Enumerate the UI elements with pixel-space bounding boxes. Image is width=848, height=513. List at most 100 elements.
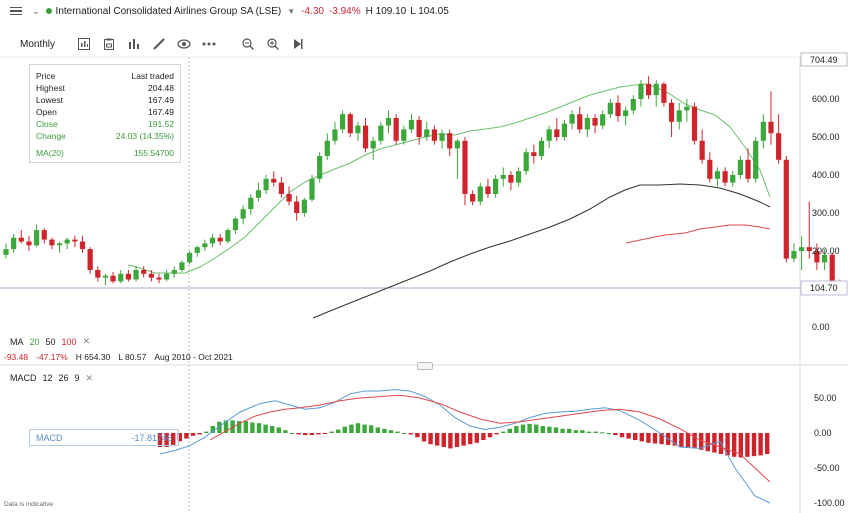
macd-histogram-bar (342, 426, 347, 433)
candle-body (554, 129, 560, 137)
macd-histogram-bar (402, 433, 407, 434)
lowest-value: 167.49 (148, 95, 174, 105)
macd-signal-line (209, 394, 771, 483)
candle-body (515, 171, 522, 183)
macd-slow[interactable]: 26 (58, 373, 69, 383)
macd-histogram-bar (303, 433, 308, 436)
range-low: L 80.57 (118, 352, 147, 362)
eye-icon[interactable] (171, 34, 196, 54)
indicator-icon[interactable] (121, 34, 146, 54)
macd-histogram-bar (527, 423, 532, 433)
macd-info-panel: MACD -17.81746 (29, 429, 179, 446)
macd-histogram-bar (619, 433, 625, 438)
day-high: H 109.10 (365, 5, 407, 17)
macd-histogram-bar (745, 433, 750, 457)
candle-body (569, 114, 575, 124)
macd-signal[interactable]: 9 (74, 373, 80, 383)
template-icon[interactable] (96, 34, 121, 54)
zoom-out-icon[interactable] (235, 34, 260, 54)
candle-body (3, 249, 9, 255)
macd-legend: MACD 12 26 9 ✕ (10, 373, 93, 384)
macd-histogram-bar (190, 433, 196, 436)
remove-ma-icon[interactable]: ✕ (82, 336, 91, 346)
macd-fast[interactable]: 12 (42, 373, 53, 383)
macd-histogram-bar (375, 427, 380, 433)
pane-resize-handle[interactable] (417, 362, 433, 370)
candle-body (385, 118, 392, 126)
ma-period-100[interactable]: 100 (61, 336, 77, 347)
zoom-in-icon[interactable] (260, 34, 285, 54)
macd-histogram-bar (362, 424, 367, 433)
period-select[interactable]: Monthly (20, 38, 56, 50)
candle-body (493, 178, 499, 194)
chevron-down-icon[interactable]: ⌄ (32, 5, 40, 16)
ma20-label: MA(20) (36, 148, 64, 158)
change-value: 24.03 (14.35%) (115, 131, 174, 141)
macd-histogram-bar (560, 428, 565, 433)
macd-histogram-bar (514, 426, 519, 433)
draw-icon[interactable] (146, 34, 171, 54)
hamburger-menu-icon[interactable] (10, 6, 22, 16)
macd-histogram-bar (705, 433, 710, 452)
candle-body (646, 83, 652, 96)
instrument-dropdown-icon[interactable]: ▼ (287, 6, 296, 16)
candle-body (783, 159, 789, 259)
candle-body (225, 230, 231, 242)
macd-histogram-bar (652, 433, 658, 444)
macd-histogram-bar (177, 433, 182, 442)
ma-period-20[interactable]: 20 (29, 336, 40, 347)
candle-body (72, 239, 78, 242)
candle-body (806, 247, 812, 251)
candle-body (141, 270, 147, 274)
price-info-panel: Price Last traded Highest 204.48 Lowest … (29, 64, 181, 163)
macd-histogram-bar (633, 433, 638, 440)
candle-body (133, 270, 139, 280)
price-axis-tick: 300.00 (812, 208, 840, 218)
ma-legend: MA 20 50 100 ✕ (10, 336, 90, 347)
candle-body (18, 237, 24, 242)
candle-body (263, 178, 269, 191)
macd-histogram-bar (679, 433, 684, 447)
macd-histogram-bar (468, 433, 473, 445)
candle-body (676, 110, 682, 122)
macd-histogram-bar (164, 433, 169, 447)
macd-histogram-bar (382, 428, 387, 433)
open-value: 167.49 (148, 107, 174, 117)
candle-body (118, 273, 124, 282)
macd-axis-tick: 50.00 (814, 393, 837, 403)
play-icon[interactable] (285, 34, 310, 54)
candle-body (623, 110, 629, 117)
ma-label[interactable]: MA (10, 336, 24, 347)
ma-period-50[interactable]: 50 (45, 336, 56, 347)
candle-body (416, 119, 422, 137)
candle-body (271, 178, 277, 183)
candle-body (577, 114, 583, 130)
macd-histogram-bar (534, 424, 539, 433)
candle-body (821, 254, 828, 263)
instrument-title[interactable]: International Consolidated Airlines Grou… (55, 5, 282, 17)
remove-macd-icon[interactable]: ✕ (85, 373, 94, 383)
macd-histogram-bar (692, 433, 697, 449)
macd-histogram-bar (481, 433, 486, 440)
candle-body (64, 239, 70, 244)
candle-body (240, 209, 246, 219)
more-icon[interactable] (196, 34, 221, 54)
macd-histogram-bar (349, 424, 354, 433)
range-change: -93.48 (4, 352, 29, 362)
macd-box-label: MACD (36, 432, 63, 443)
candle-body (791, 251, 797, 259)
candle-body (707, 159, 713, 179)
macd-histogram-bar (388, 430, 394, 433)
macd-histogram-bar (243, 421, 248, 433)
candle-body (401, 129, 407, 141)
macd-histogram-bar (329, 431, 334, 433)
macd-histogram-bar (184, 433, 189, 439)
range-high: H 654.30 (75, 352, 111, 362)
candle-body (11, 237, 17, 250)
macd-label[interactable]: MACD (10, 373, 37, 383)
chart-type-icon[interactable] (71, 34, 96, 54)
macd-histogram-bar (732, 433, 737, 457)
macd-histogram-bar (415, 433, 420, 438)
macd-histogram-bar (540, 426, 545, 433)
